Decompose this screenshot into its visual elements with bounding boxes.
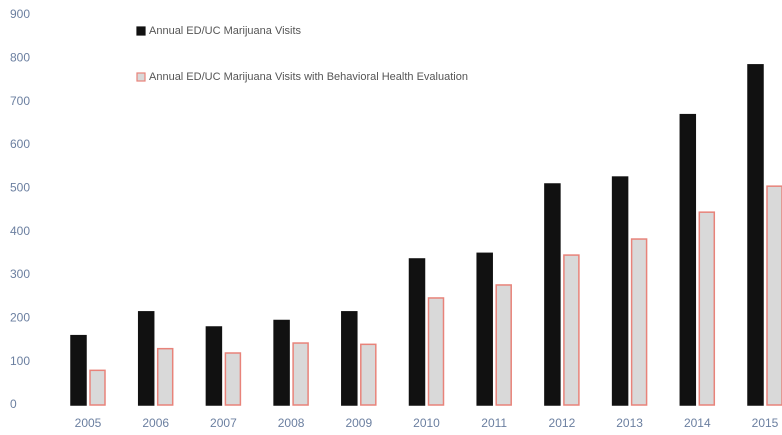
y-tick-label: 900: [10, 7, 30, 21]
bar: [476, 252, 493, 406]
bar: [408, 258, 426, 406]
bar: [679, 113, 697, 406]
bar: [89, 369, 106, 406]
y-tick-label: 800: [10, 51, 30, 65]
bar: [766, 185, 782, 406]
bar: [292, 342, 309, 406]
bar: [630, 238, 648, 406]
bar: [747, 64, 764, 406]
bar: [563, 254, 580, 406]
x-tick-label: 2009: [345, 416, 372, 430]
bar: [544, 183, 561, 406]
y-tick-label: 200: [10, 311, 30, 325]
bar: [341, 311, 358, 406]
x-tick-label: 2015: [752, 416, 779, 430]
legend-swatch: [136, 26, 146, 36]
y-tick-label: 600: [10, 137, 30, 151]
bar: [156, 347, 174, 406]
bar: [224, 352, 242, 406]
bar: [70, 334, 87, 406]
bar: [205, 326, 223, 406]
bar: [273, 319, 290, 406]
bar: [495, 284, 512, 406]
y-tick-label: 500: [10, 181, 30, 195]
x-tick-label: 2013: [616, 416, 643, 430]
legend-label: Annual ED/UC Marijuana Visits with Behav…: [149, 71, 468, 83]
legend-swatch: [136, 72, 146, 82]
y-tick-label: 300: [10, 267, 30, 281]
x-tick-label: 2014: [684, 416, 711, 430]
x-tick-label: 2010: [413, 416, 440, 430]
bar: [611, 176, 629, 406]
y-tick-label: 400: [10, 224, 30, 238]
bar: [137, 311, 155, 406]
y-tick-label: 100: [10, 354, 30, 368]
legend-label: Annual ED/UC Marijuana Visits: [149, 25, 302, 37]
x-tick-label: 2007: [210, 416, 237, 430]
bar: [427, 297, 445, 406]
x-tick-label: 2012: [549, 416, 576, 430]
bar: [360, 343, 377, 406]
x-tick-label: 2005: [75, 416, 102, 430]
bar: [698, 211, 716, 406]
x-tick-label: 2011: [481, 416, 507, 430]
x-tick-label: 2008: [278, 416, 305, 430]
y-tick-label: 700: [10, 94, 30, 108]
y-tick-label: 0: [10, 397, 17, 411]
x-tick-label: 2006: [142, 416, 169, 430]
